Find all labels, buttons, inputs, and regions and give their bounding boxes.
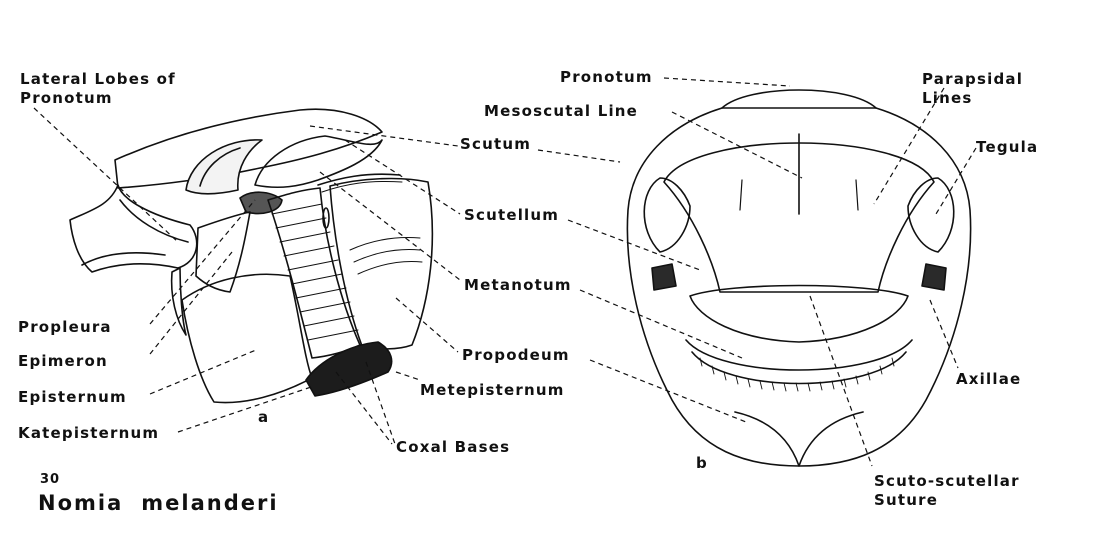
label-lateral-lobes-of-pronotum: Lateral Lobes of Pronotum (20, 70, 176, 107)
label-scutum: Scutum (460, 135, 532, 153)
axilla-left (651, 263, 677, 291)
label-parapsidal-lines: Parapsidal Lines (922, 70, 1024, 107)
label-katepisternum: Katepisternum (18, 424, 160, 442)
label-pronotum: Pronotum (560, 68, 653, 86)
dorsal-view-drawing (626, 89, 972, 467)
tegula-left (643, 177, 691, 253)
scutum-fold (185, 139, 263, 195)
label-tegula: Tegula (976, 138, 1039, 156)
figure-number: 30 (40, 472, 61, 487)
tegula-right (907, 177, 955, 253)
label-metepisternum: Metepisternum (420, 381, 565, 399)
scutellum-dorsal (689, 284, 909, 343)
axilla-right (921, 263, 947, 291)
label-metanotum: Metanotum (464, 276, 572, 294)
lateral-view-drawing (69, 108, 434, 404)
leader-lines (33, 77, 977, 467)
label-propodeum: Propodeum (462, 346, 570, 364)
label-scuto-scutellar-suture: Scuto-scutellar Suture (874, 472, 1020, 509)
pronotum-lobe-lateral (69, 184, 198, 273)
propodeum-lateral (329, 177, 434, 350)
panel-label-a: a (258, 408, 270, 426)
species-epithet: melanderi (141, 491, 279, 515)
species-name: Nomia melanderi (38, 491, 279, 515)
propodeum-dorsal (734, 411, 864, 467)
metanotum-dorsal (685, 339, 913, 371)
species-genus: Nomia (38, 491, 124, 515)
label-propleura: Propleura (18, 318, 112, 336)
episternum-plate (181, 273, 313, 404)
label-epimeron: Epimeron (18, 352, 108, 370)
label-axillae: Axillae (956, 370, 1022, 388)
pronotum-dorsal (721, 89, 877, 109)
label-scutellum: Scutellum (464, 206, 560, 224)
label-coxal-bases: Coxal Bases (396, 438, 511, 456)
label-episternum: Episternum (18, 388, 127, 406)
scutellum-lateral-shape (254, 135, 383, 189)
coxal-bases-lateral (305, 341, 393, 397)
label-mesoscutal-line: Mesoscutal Line (484, 102, 639, 120)
scutum-dorsal (663, 142, 935, 293)
panel-label-b: b (696, 454, 708, 472)
